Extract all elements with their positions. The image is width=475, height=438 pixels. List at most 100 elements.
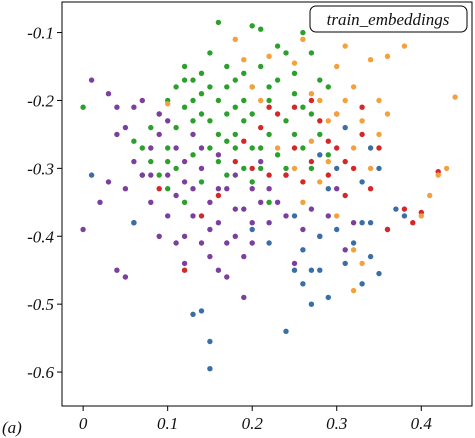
point-2-24 — [401, 213, 408, 219]
point-0-42 — [181, 199, 188, 205]
point-1-22 — [190, 131, 196, 138]
point-0-44 — [198, 179, 205, 185]
point-4-25 — [367, 165, 374, 172]
point-2-18 — [350, 240, 357, 246]
point-0-11 — [215, 19, 222, 26]
point-4-39 — [342, 43, 348, 49]
point-0-33 — [308, 111, 315, 117]
point-3-26 — [308, 97, 315, 104]
point-4-26 — [376, 131, 382, 138]
point-1-52 — [148, 172, 154, 178]
y-tick-label: -0.2 — [27, 91, 54, 110]
point-2-1 — [131, 220, 137, 226]
point-0-46 — [215, 158, 222, 165]
point-4-12 — [342, 97, 348, 104]
point-3-11 — [317, 118, 323, 124]
point-3-1 — [181, 267, 188, 273]
point-0-68 — [198, 70, 205, 77]
point-0-30 — [291, 91, 298, 97]
point-1-67 — [258, 199, 264, 205]
point-4-5 — [291, 60, 298, 66]
point-3-4 — [258, 124, 264, 131]
point-4-38 — [300, 199, 306, 205]
y-tick-label: -0.5 — [27, 295, 54, 314]
point-1-32 — [232, 172, 238, 178]
point-3-0 — [156, 186, 162, 192]
point-0-34 — [317, 77, 323, 83]
point-1-19 — [173, 145, 179, 151]
point-0-15 — [232, 77, 238, 83]
point-1-26 — [207, 199, 213, 205]
point-3-2 — [241, 138, 247, 144]
x-tick-label: 0.3 — [326, 414, 347, 433]
point-1-24 — [198, 165, 205, 172]
point-1-4 — [114, 131, 120, 138]
point-1-42 — [291, 260, 298, 267]
point-1-8 — [131, 158, 137, 165]
point-4-4 — [266, 53, 272, 59]
point-1-50 — [114, 104, 120, 110]
point-3-25 — [215, 192, 222, 199]
panel-label: (a) — [2, 418, 22, 437]
point-0-27 — [274, 43, 281, 49]
point-3-24 — [198, 213, 205, 219]
point-1-1 — [88, 77, 95, 83]
point-4-34 — [291, 165, 298, 172]
point-2-26 — [342, 124, 348, 131]
point-3-29 — [232, 158, 238, 165]
point-0-74 — [291, 70, 298, 77]
point-1-49 — [350, 220, 357, 226]
point-2-31 — [325, 186, 331, 192]
point-2-10 — [300, 247, 306, 253]
point-0-65 — [300, 104, 306, 110]
point-4-11 — [334, 111, 340, 117]
point-2-33 — [367, 220, 374, 226]
point-4-36 — [258, 97, 264, 104]
point-1-70 — [156, 131, 162, 138]
point-1-5 — [114, 267, 120, 273]
points-layer — [80, 19, 458, 372]
y-tick-label: -0.4 — [27, 227, 54, 246]
point-4-16 — [376, 97, 382, 104]
point-0-7 — [198, 91, 205, 97]
point-3-14 — [342, 192, 348, 199]
point-0-70 — [241, 70, 247, 77]
point-2-15 — [325, 294, 331, 301]
point-4-3 — [249, 84, 255, 90]
point-4-2 — [241, 57, 247, 63]
point-1-61 — [105, 179, 112, 185]
point-0-58 — [207, 118, 213, 124]
point-3-17 — [367, 186, 374, 192]
point-2-21 — [376, 270, 382, 277]
point-1-62 — [173, 240, 179, 246]
point-1-66 — [241, 253, 247, 260]
point-1-10 — [139, 97, 145, 104]
point-4-31 — [350, 247, 357, 253]
point-3-33 — [325, 138, 331, 144]
point-3-12 — [325, 172, 331, 178]
point-4-0 — [165, 101, 171, 107]
point-0-37 — [139, 145, 145, 151]
point-1-25 — [198, 240, 205, 246]
point-0-21 — [249, 111, 255, 117]
point-0-56 — [173, 124, 179, 131]
point-2-3 — [198, 308, 205, 314]
point-3-8 — [291, 145, 298, 151]
point-1-13 — [148, 199, 154, 205]
point-0-14 — [224, 111, 230, 117]
point-1-38 — [258, 158, 264, 165]
point-3-32 — [359, 104, 365, 110]
point-1-64 — [207, 226, 213, 233]
point-1-30 — [224, 186, 230, 192]
point-0-22 — [258, 26, 264, 32]
point-0-52 — [266, 199, 272, 205]
point-1-29 — [215, 220, 222, 226]
point-1-36 — [249, 186, 255, 192]
point-2-29 — [376, 165, 382, 172]
point-0-12 — [215, 97, 222, 104]
y-axis: -0.1 -0.2 -0.3 -0.4 -0.5 -0.6 — [27, 24, 62, 382]
point-3-5 — [266, 172, 272, 178]
point-1-48 — [342, 247, 348, 253]
point-1-37 — [249, 240, 255, 246]
